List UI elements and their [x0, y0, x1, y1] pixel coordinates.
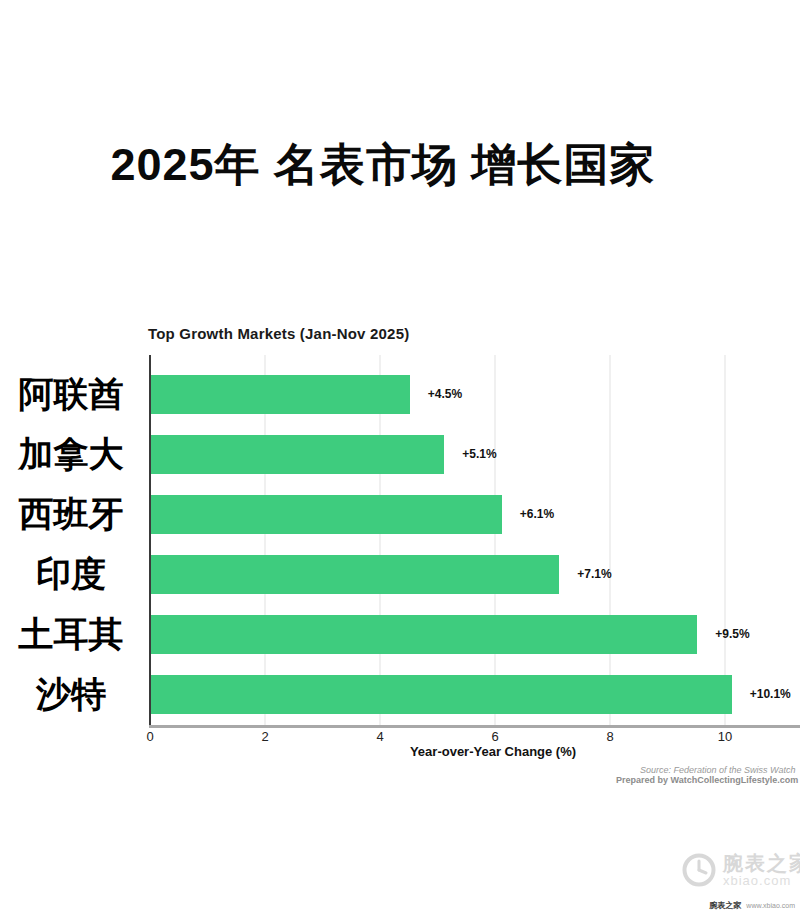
- x-tick-label: 10: [718, 729, 732, 744]
- bar-4: [151, 615, 697, 654]
- value-label-2: +6.1%: [520, 508, 554, 521]
- footer-watermark: 腕表之家 www.xbiao.com: [709, 900, 795, 911]
- value-label-0: +4.5%: [428, 388, 462, 401]
- footer-watermark-name: 腕表之家: [709, 901, 741, 910]
- footer-watermark-url: www.xbiao.com: [746, 902, 795, 909]
- site-watermark: 腕表之家 xbiao.com: [682, 853, 800, 888]
- plot-area: +4.5%+5.1%+6.1%+7.1%+9.5%+10.1%: [150, 355, 785, 725]
- category-labels-column: 阿联酋加拿大西班牙印度土耳其沙特: [0, 355, 142, 727]
- bar-1: [151, 435, 444, 474]
- prepared-by-attribution: Prepared by WatchCollectingLifestyle.com…: [616, 775, 800, 785]
- category-label-5: 沙特: [0, 672, 142, 716]
- value-label-5: +10.1%: [750, 688, 791, 701]
- category-label-4: 土耳其: [0, 612, 142, 656]
- bar-0: [151, 375, 410, 414]
- gridline: [609, 355, 611, 725]
- x-tick-labels: 0246810: [150, 729, 800, 745]
- clock-icon: [682, 853, 716, 887]
- source-attribution: Source: Federation of the Swiss Watch: [640, 765, 795, 775]
- infographic-page: 2025年 名表市场 增长国家 Top Growth Markets (Jan-…: [0, 0, 800, 914]
- x-tick-label: 6: [491, 729, 498, 744]
- x-tick-label: 8: [606, 729, 613, 744]
- bar-5: [151, 675, 732, 714]
- gridline: [724, 355, 726, 725]
- bar-2: [151, 495, 502, 534]
- page-title: 2025年 名表市场 增长国家: [0, 135, 766, 195]
- value-label-3: +7.1%: [577, 568, 611, 581]
- x-axis-title: Year-over-Year Change (%): [186, 744, 800, 759]
- category-label-0: 阿联酋: [0, 372, 142, 416]
- x-tick-label: 0: [146, 729, 153, 744]
- x-axis-line: [149, 725, 800, 728]
- bar-3: [151, 555, 559, 594]
- x-tick-label: 2: [261, 729, 268, 744]
- category-label-3: 印度: [0, 552, 142, 596]
- category-label-2: 西班牙: [0, 492, 142, 536]
- watermark-site-name: 腕表之家: [723, 853, 800, 874]
- x-tick-label: 4: [376, 729, 383, 744]
- value-label-4: +9.5%: [715, 628, 749, 641]
- category-label-1: 加拿大: [0, 432, 142, 476]
- value-label-1: +5.1%: [462, 448, 496, 461]
- gridline: [494, 355, 496, 725]
- chart-subtitle: Top Growth Markets (Jan-Nov 2025): [148, 325, 409, 342]
- watermark-site-url: xbiao.com: [723, 874, 800, 888]
